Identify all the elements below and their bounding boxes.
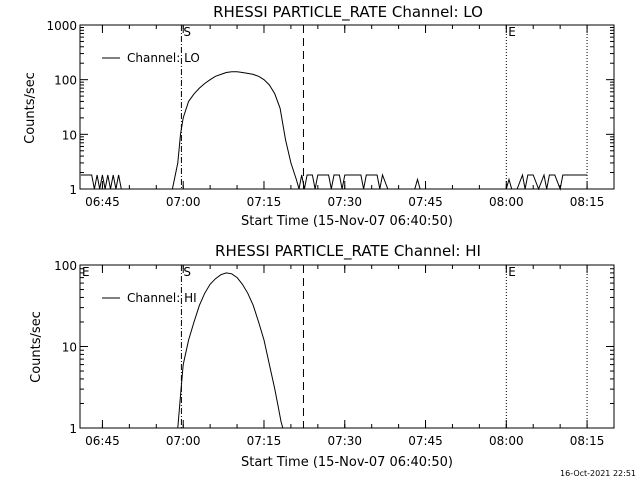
chart-panel-lo: RHESSI PARTICLE_RATE Channel: LO Counts/…	[23, 3, 615, 229]
x-tick-label: 07:30	[327, 434, 362, 448]
x-tick-label: 08:00	[489, 195, 524, 209]
x-tick-label: 06:45	[85, 434, 120, 448]
x-axis-label: Start Time (15-Nov-07 06:40:50)	[241, 455, 453, 470]
footer-timestamp: 16-Oct-2021 22:51	[560, 469, 636, 478]
plot-frame	[79, 264, 615, 429]
x-tick-label: 07:15	[247, 434, 282, 448]
x-tick-label: 07:45	[408, 434, 443, 448]
legend-label: Channel: LO	[127, 51, 200, 65]
y-tick-label: 1	[69, 422, 77, 436]
y-tick-label: 1	[69, 183, 77, 197]
y-axis-label: Counts/sec	[29, 311, 44, 383]
x-tick-label: 07:00	[166, 195, 201, 209]
x-tick-label: 08:15	[570, 195, 605, 209]
x-tick-label: 07:45	[408, 195, 443, 209]
y-tick-label: 100	[54, 74, 77, 88]
x-tick-label: 08:15	[570, 434, 605, 448]
legend-label: Channel: HI	[127, 291, 197, 305]
chart-panel-hi: RHESSI PARTICLE_RATE Channel: HI Counts/…	[29, 242, 615, 470]
x-tick-label: 08:00	[489, 434, 524, 448]
y-tick-label: 10	[62, 128, 77, 142]
x-tick-label: 06:45	[85, 195, 120, 209]
marker-label: S	[183, 25, 191, 39]
x-axis-label: Start Time (15-Nov-07 06:40:50)	[241, 214, 453, 229]
corner-marker-label: E	[82, 265, 90, 279]
y-tick-label: 100	[54, 259, 77, 273]
marker-label: E	[508, 25, 516, 39]
x-tick-label: 07:00	[166, 434, 201, 448]
chart-title: RHESSI PARTICLE_RATE Channel: LO	[213, 3, 483, 22]
y-tick-label: 1000	[46, 19, 77, 33]
series-line	[177, 272, 284, 429]
series-line	[80, 71, 588, 191]
y-tick-label: 10	[62, 341, 77, 355]
marker-label: S	[183, 265, 191, 279]
marker-label: E	[508, 265, 516, 279]
x-tick-label: 07:15	[247, 195, 282, 209]
plot-frame	[79, 24, 615, 190]
x-tick-label: 07:30	[327, 195, 362, 209]
chart-title: RHESSI PARTICLE_RATE Channel: HI	[215, 242, 481, 261]
y-axis-label: Counts/sec	[23, 72, 38, 144]
